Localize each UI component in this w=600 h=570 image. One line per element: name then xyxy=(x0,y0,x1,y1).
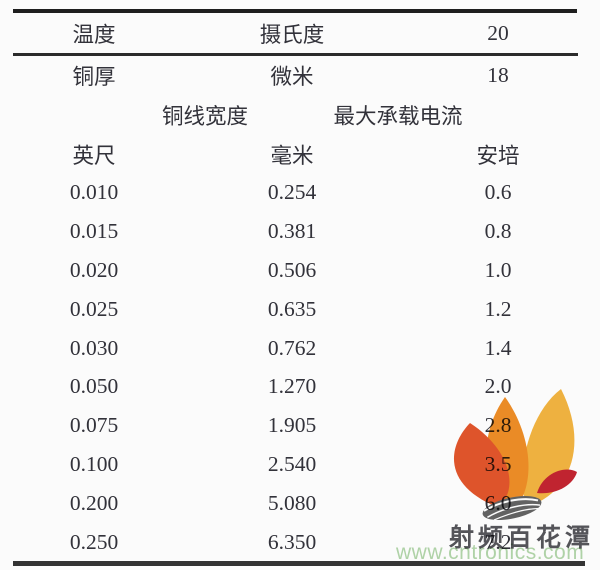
table-bottom-border xyxy=(13,561,585,567)
temperature-value: 20 xyxy=(487,20,509,45)
table-row: 0.020 0.506 1.0 xyxy=(0,251,600,290)
cell-width-mm: 0.381 xyxy=(267,219,317,244)
table-row: 0.250 6.350 7.2 xyxy=(0,523,600,562)
watermark-brand-text: 射频百花潭 xyxy=(449,524,595,552)
table-top-border xyxy=(13,9,577,13)
temperature-unit: 摄氏度 xyxy=(259,22,325,47)
table-row: 0.010 0.254 0.6 xyxy=(0,174,600,213)
cell-width-ft: 0.050 xyxy=(69,374,119,399)
table-header-divider xyxy=(13,53,578,56)
group-header-wire-width: 铜线宽度 xyxy=(161,104,249,129)
cell-width-mm: 0.506 xyxy=(267,257,317,282)
top-margin xyxy=(0,0,600,9)
cell-width-mm: 0.635 xyxy=(267,296,317,321)
cell-width-ft: 0.030 xyxy=(69,335,119,360)
copper-thickness-value: 18 xyxy=(487,63,509,87)
unit-ampere: 安培 xyxy=(476,143,520,168)
logo-leaf-crimson xyxy=(537,469,577,494)
table-row-temperature: 温度 摄氏度 20 xyxy=(0,13,600,53)
table-row: 0.030 0.762 1.4 xyxy=(0,329,600,368)
cell-width-mm: 0.254 xyxy=(267,180,317,205)
copper-thickness-unit: 微米 xyxy=(270,65,314,89)
group-header-max-current: 最大承载电流 xyxy=(333,104,463,129)
copper-thickness-label: 铜厚 xyxy=(72,65,116,89)
cell-width-mm: 1.905 xyxy=(267,413,317,438)
table-group-header-row: 铜线宽度 最大承载电流 xyxy=(0,96,600,135)
watermark-site-url: www.cntronics.com xyxy=(396,541,585,564)
flower-flame-logo-icon xyxy=(453,389,577,521)
cell-current-a: 0.8 xyxy=(484,219,512,244)
cell-width-mm: 2.540 xyxy=(267,451,317,476)
cell-width-ft: 0.010 xyxy=(69,180,119,205)
logo-seed xyxy=(482,495,542,521)
table-units-row: 英尺 毫米 安培 xyxy=(0,135,600,174)
table-row: 0.050 1.270 2.0 xyxy=(0,367,600,406)
cell-current-a: 1.2 xyxy=(484,296,512,321)
cell-current-a: 1.4 xyxy=(484,335,512,360)
unit-feet: 英尺 xyxy=(72,143,116,168)
cell-width-mm: 6.350 xyxy=(267,529,317,554)
cell-width-mm: 5.080 xyxy=(267,490,317,515)
cell-width-ft: 0.200 xyxy=(69,490,119,515)
cell-width-mm: 0.762 xyxy=(267,335,317,360)
cell-width-ft: 0.015 xyxy=(69,219,119,244)
cell-width-ft: 0.250 xyxy=(69,529,119,554)
unit-millimeter: 毫米 xyxy=(270,143,314,168)
cell-width-ft: 0.020 xyxy=(69,257,119,282)
cell-width-mm: 1.270 xyxy=(267,374,317,399)
table-row: 0.015 0.381 0.8 xyxy=(0,212,600,251)
temperature-label: 温度 xyxy=(72,22,116,47)
cell-current-a: 2.0 xyxy=(484,374,512,399)
table-row-copper-thickness: 铜厚 微米 18 xyxy=(0,56,600,96)
table-row: 0.025 0.635 1.2 xyxy=(0,290,600,329)
cell-width-ft: 0.025 xyxy=(69,296,119,321)
cell-width-ft: 0.100 xyxy=(69,451,119,476)
cell-current-a: 0.6 xyxy=(484,180,512,205)
cell-current-a: 1.0 xyxy=(484,257,512,282)
cell-current-a: 7.2 xyxy=(484,529,512,554)
cell-width-ft: 0.075 xyxy=(69,413,119,438)
logo-petal-red xyxy=(453,423,510,507)
